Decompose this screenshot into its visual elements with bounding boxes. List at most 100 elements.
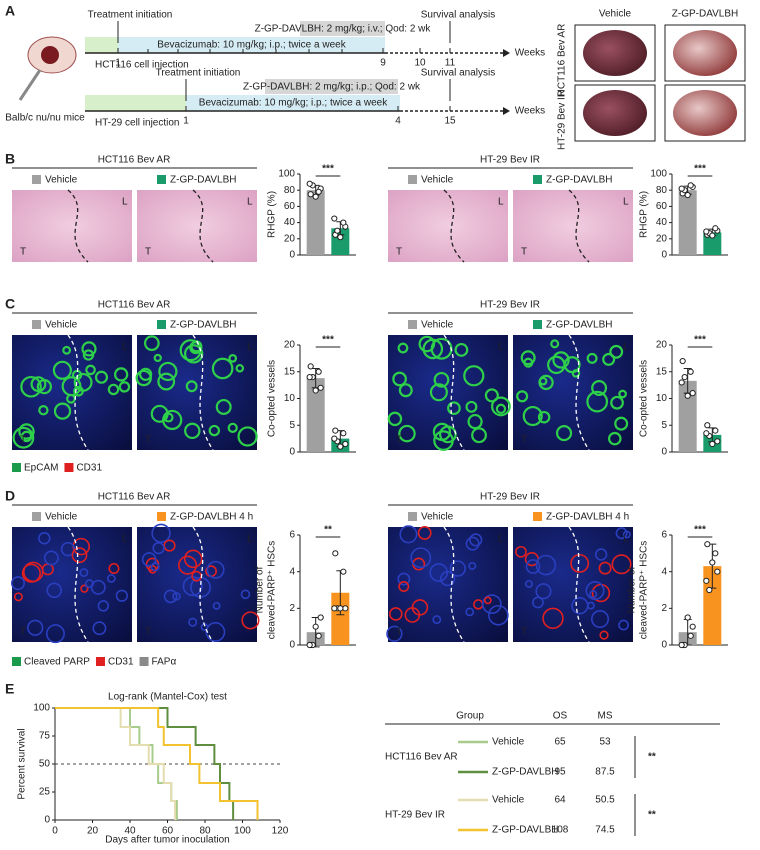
micrograph [513,190,633,262]
cell [151,523,171,543]
cell [61,376,82,397]
legend-swatch [157,512,166,521]
cell [163,589,178,604]
y-tick-label: 40 [656,217,668,228]
image-label: T [396,435,402,446]
significance: ** [648,752,656,763]
cell [240,589,251,600]
cell [183,549,203,569]
data-point [687,632,694,639]
phase-drug [300,21,385,36]
x-axis-label: Days after tumor inoculation [105,835,230,846]
legend-swatch [12,657,21,666]
boundary [443,189,465,263]
image-label: T [521,435,527,446]
micrograph [12,527,132,642]
cell [208,424,221,437]
legend-swatch [12,463,21,472]
table-cell: 50.5 [595,795,615,806]
label: HT-29 cell injection [95,118,179,129]
data-point [703,228,710,235]
cell [82,349,95,361]
data-point [340,430,347,437]
image-label: T [396,627,402,638]
y-tick-label: 6 [289,530,295,541]
cell [153,353,162,363]
cell [590,609,610,629]
cell [522,405,543,427]
cell [97,600,110,612]
data-point [312,387,319,394]
cell [397,342,409,354]
bar [703,232,722,255]
y-tick-label: 80 [656,185,668,196]
cell [550,339,560,349]
legend-label: EpCAM [24,463,58,474]
arrow-head [503,49,510,57]
legend-label: Cleaved PARP [24,657,90,668]
legend-swatch [408,175,417,184]
cell [118,381,131,393]
label: Bevacizumab: 10 mg/kg; i.p.; twice a wee… [157,40,346,51]
cell [454,342,469,357]
label: Weeks [515,106,545,117]
data-point [317,384,324,391]
cell [468,561,477,570]
data-point [332,550,339,557]
cell [602,352,616,366]
legend-label: Vehicle [45,512,78,523]
cell [587,601,595,610]
cell [495,403,507,415]
legend-label: Z-GP-DAVLBH [492,825,559,836]
cell [241,611,260,630]
data-point [704,541,711,548]
image-label: T [145,435,151,446]
image-label: L [498,197,504,208]
y-tick-label: 20 [656,233,668,244]
y-axis-label: cleaved-PARP⁺ HSCs [267,541,278,639]
data-point [681,374,688,381]
table-cell: 53 [599,737,611,748]
data-point [306,641,313,649]
cell [586,390,609,413]
cell [618,619,629,631]
group-label: HT-29 Bev IR [385,810,445,821]
data-point [684,191,691,199]
cell [178,555,198,575]
data-point [703,577,710,584]
cell [143,335,160,352]
image-label: L [623,197,629,208]
y-tick-label: 100 [278,169,295,180]
cell [516,390,529,403]
cell [447,401,461,416]
image-label: L [122,197,128,208]
x-tick-label: 20 [87,826,99,837]
legend-label: Vehicle [492,795,525,806]
y-tick-label: 4 [289,566,295,577]
y-tick-label: 6 [661,530,667,541]
cell [71,547,88,564]
significance: ** [324,525,332,536]
data-point [687,182,694,189]
cell [433,430,454,451]
image-label: T [20,247,26,258]
data-point [684,392,691,399]
data-point [312,623,319,630]
table-cell: 87.5 [595,767,615,778]
data-point [714,568,721,575]
data-point [689,390,696,397]
data-point [306,180,313,187]
cell [483,596,492,605]
image-label: L [122,342,128,353]
cell [85,364,96,376]
y-axis-label: cleaved-PARP⁺ HSCs [639,541,650,639]
legend-swatch [533,512,542,521]
cell [115,589,128,602]
x-tick-label: 60 [162,826,174,837]
label: 4 [395,116,401,127]
cell [157,372,176,391]
table-header: Group [456,711,484,722]
y-tick-label: 25 [39,787,51,798]
data-point [306,374,313,381]
cell [30,376,47,393]
